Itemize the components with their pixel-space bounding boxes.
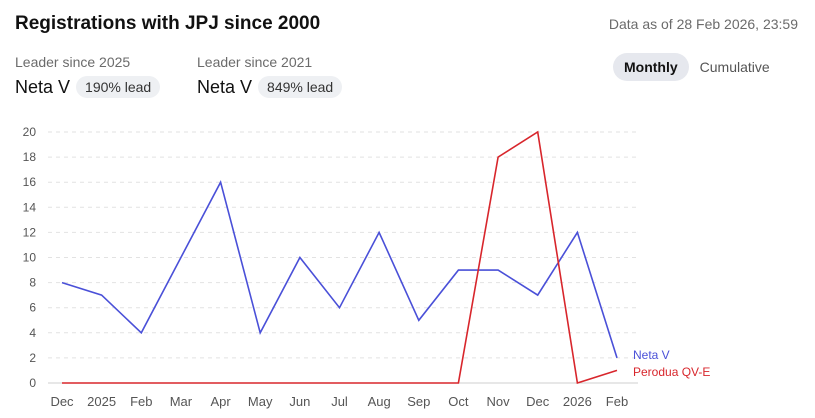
y-tick-label: 4 [29, 326, 36, 340]
leader-label: Leader since 2025 [15, 54, 131, 70]
view-toggle: Monthly Cumulative [613, 53, 781, 81]
y-tick-label: 18 [23, 150, 37, 164]
y-tick-label: 8 [29, 276, 36, 290]
x-tick-label: 2025 [87, 394, 116, 409]
y-tick-label: 20 [23, 125, 37, 139]
y-tick-label: 6 [29, 301, 36, 315]
x-tick-label: Jun [289, 394, 310, 409]
lead-badge: 849% lead [258, 76, 343, 98]
x-tick-label: Aug [368, 394, 391, 409]
leader-card-2021: Leader since 2021 Neta V 849% lead [197, 54, 343, 98]
x-tick-label: Apr [210, 394, 231, 409]
x-tick-label: Dec [50, 394, 74, 409]
y-tick-label: 14 [23, 200, 37, 214]
leader-name: Neta V [197, 76, 253, 97]
legend-label: Perodua QV-E [633, 365, 710, 379]
page-title: Registrations with JPJ since 2000 [15, 13, 321, 34]
x-tick-label: Nov [487, 394, 511, 409]
series-line-neta-v [61, 180, 618, 359]
leader-name: Neta V [15, 76, 71, 97]
legend-label: Neta V [633, 348, 670, 362]
x-tick-label: Feb [130, 394, 152, 409]
y-tick-label: 12 [23, 225, 37, 239]
cumulative-button[interactable]: Cumulative [699, 59, 770, 75]
x-tick-label: Mar [170, 394, 193, 409]
x-tick-label: Dec [526, 394, 550, 409]
data-timestamp: Data as of 28 Feb 2026, 23:59 [608, 16, 798, 32]
x-tick-label: Feb [606, 394, 628, 409]
leader-label: Leader since 2021 [197, 54, 313, 70]
monthly-button[interactable]: Monthly [613, 53, 689, 81]
y-tick-label: 0 [29, 376, 36, 390]
x-tick-label: 2026 [563, 394, 592, 409]
x-tick-label: Sep [407, 394, 430, 409]
leader-card-2025: Leader since 2025 Neta V 190% lead [15, 54, 161, 98]
x-tick-label: Oct [448, 394, 469, 409]
y-tick-label: 10 [23, 251, 37, 265]
y-tick-label: 2 [29, 351, 36, 365]
lead-badge: 190% lead [76, 76, 161, 98]
y-tick-label: 16 [23, 175, 37, 189]
x-tick-label: May [248, 394, 273, 409]
x-tick-label: Jul [331, 394, 348, 409]
